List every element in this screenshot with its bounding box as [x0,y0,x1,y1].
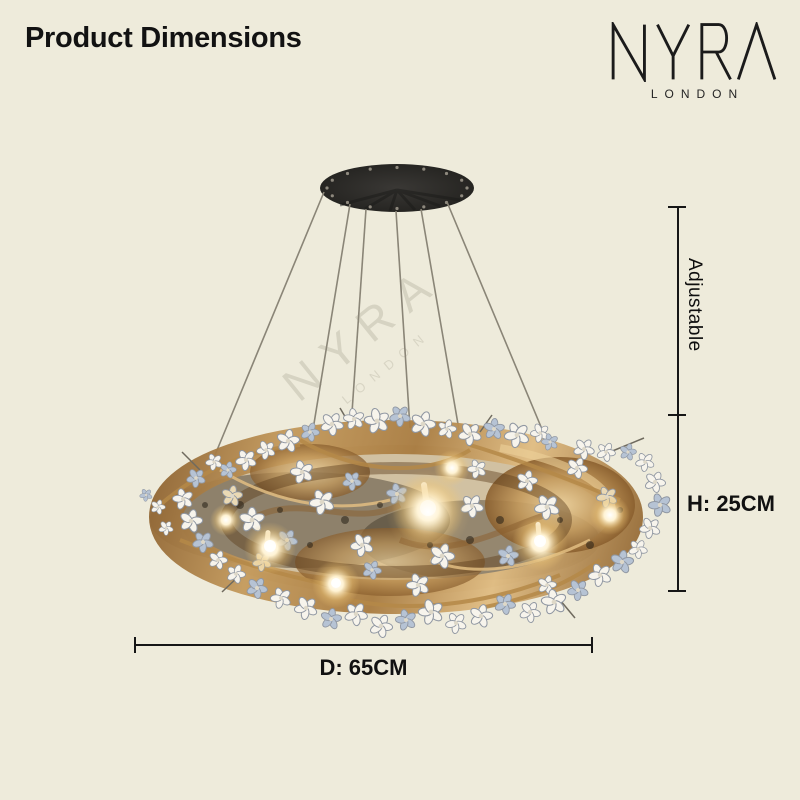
diameter-label: D: 65CM [319,655,408,680]
dim-tick-bottom [668,590,686,592]
diameter-dimension-line [134,644,593,646]
adjustable-label: Adjustable [684,258,705,352]
chandelier-body [136,400,676,643]
diameter-tick-right [591,637,593,653]
suspension-cables [214,191,545,456]
dim-tick-middle [668,414,686,416]
ceiling-canopy [320,164,474,212]
diameter-tick-left [134,637,136,653]
page-title: Product Dimensions [25,22,302,54]
vertical-dimension-line [677,207,679,591]
dim-tick-top [668,206,686,208]
height-label: H: 25CM [687,491,776,516]
brand-subtitle: LONDON [650,87,745,101]
brand-wordmark-icon [611,22,777,82]
brand-logo: LONDON [608,22,780,101]
shadow-specks [202,501,623,549]
